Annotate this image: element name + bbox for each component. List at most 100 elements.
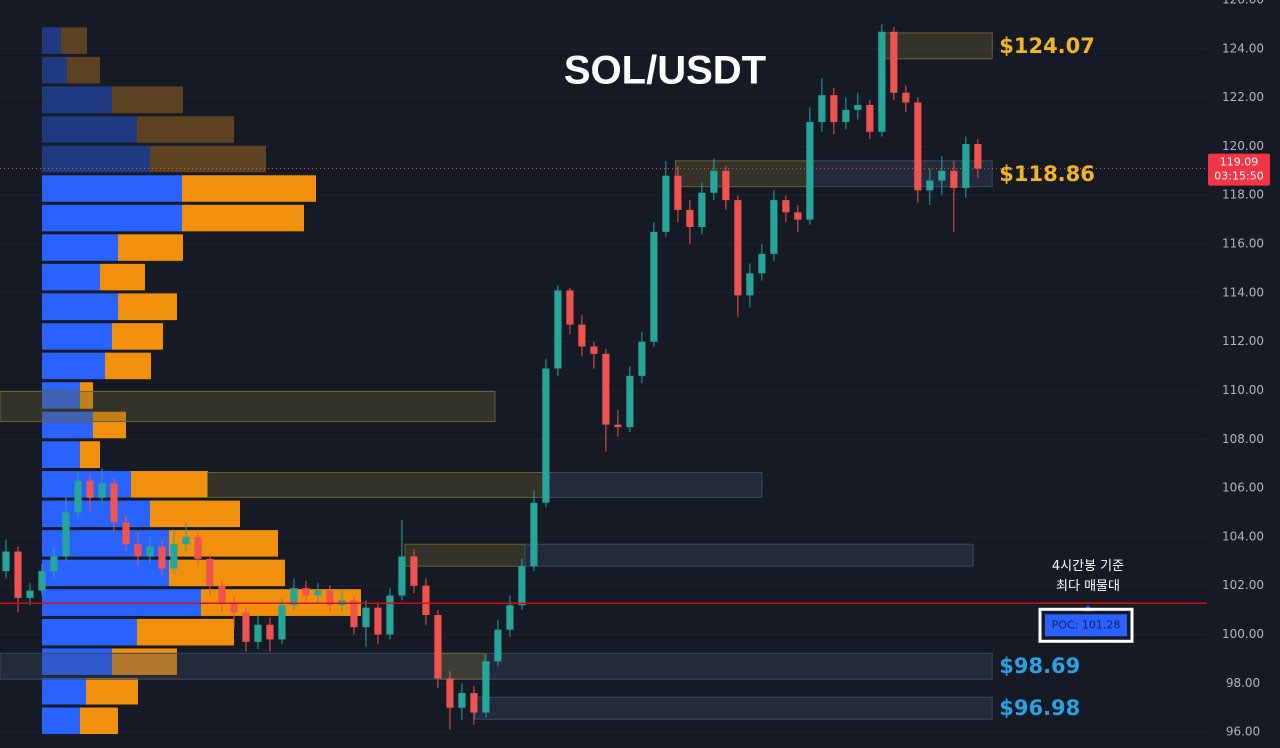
profile-buy	[42, 293, 118, 321]
zone	[474, 696, 993, 720]
zone-label: $118.86	[999, 162, 1095, 186]
profile-sell	[137, 618, 234, 646]
candle-body	[746, 273, 754, 296]
candle-body	[530, 502, 538, 567]
profile-buy	[42, 323, 112, 350]
chart-title: SOL/USDT	[564, 49, 766, 93]
zone-label: $98.69	[999, 654, 1080, 678]
candle-body	[590, 346, 598, 354]
candle-body	[638, 341, 646, 376]
profile-buy	[42, 145, 150, 173]
candle-body	[38, 571, 46, 591]
profile-buy	[42, 352, 105, 380]
candle-body	[818, 95, 826, 123]
profile-sell	[112, 323, 163, 350]
y-tick-label: 120.00	[1222, 139, 1264, 153]
candle-body	[770, 200, 778, 254]
candle-body	[830, 95, 838, 123]
y-tick-label: 98.00	[1226, 676, 1260, 690]
candle-body	[398, 556, 406, 596]
candle-body	[494, 629, 502, 662]
candle-body	[110, 483, 118, 523]
profile-buy	[42, 263, 100, 291]
profile-buy	[42, 116, 137, 143]
profile-sell	[150, 145, 266, 173]
candle-body	[350, 600, 358, 628]
profile-sell	[80, 382, 93, 409]
candle-body	[98, 483, 106, 498]
candle-body	[422, 585, 430, 615]
poc-box	[1045, 614, 1127, 637]
candle-body	[278, 605, 286, 640]
profile-buy	[42, 411, 93, 439]
profile-sell	[118, 234, 183, 261]
profile-buy	[42, 500, 150, 528]
candle-body	[650, 231, 658, 342]
candle-body	[482, 661, 490, 713]
y-tick-label: 102.00	[1222, 578, 1264, 592]
candle-body	[974, 143, 982, 169]
y-tick-label: 110.00	[1222, 383, 1264, 397]
poc-note: 4시간봉 기준	[1052, 559, 1124, 574]
profile-buy	[42, 677, 86, 705]
y-tick-label: 100.00	[1222, 627, 1264, 641]
candle-body	[410, 556, 418, 586]
candle-body	[782, 200, 790, 213]
y-tick-label: 126.00	[1222, 0, 1264, 7]
price-tag-countdown: 03:15:50	[1214, 170, 1263, 183]
price-tag	[1208, 153, 1270, 186]
candle-body	[662, 175, 670, 232]
profile-sell	[118, 293, 177, 321]
zone	[439, 652, 486, 680]
poc-label: POC: 101.28	[1052, 618, 1121, 631]
profile-sell	[131, 471, 208, 498]
candle-body	[626, 375, 634, 428]
zone	[883, 32, 993, 60]
profile-buy	[42, 382, 80, 409]
candle-body	[122, 522, 130, 545]
candle-body	[146, 546, 154, 557]
y-tick-label: 118.00	[1222, 188, 1264, 202]
profile-sell	[105, 352, 151, 380]
candle-body	[758, 253, 766, 274]
candle-body	[134, 544, 142, 557]
candle-body	[698, 192, 706, 227]
candle-body	[362, 607, 370, 628]
candle-body	[302, 588, 310, 596]
poc-note: 최다 매물대	[1056, 579, 1120, 594]
zone	[544, 471, 763, 498]
profile-sell	[182, 204, 304, 232]
poc-box-border	[1038, 607, 1134, 643]
candle-body	[314, 590, 322, 596]
profile-buy	[42, 441, 80, 469]
candle-body	[806, 122, 814, 220]
profile-sell	[112, 86, 183, 114]
zone	[404, 543, 526, 567]
candle-body	[710, 170, 718, 193]
profile-sell	[67, 56, 100, 84]
profile-sell	[169, 559, 285, 587]
profile-sell	[61, 27, 87, 54]
candle-body	[62, 512, 70, 557]
candle-body	[326, 590, 334, 606]
candle-body	[266, 624, 274, 640]
candle-body	[614, 424, 622, 428]
candle-body	[170, 544, 178, 569]
zone-label: $96.98	[999, 696, 1080, 720]
price-tag-value: 119.09	[1220, 156, 1259, 169]
profile-sell	[80, 707, 118, 735]
candle-body	[734, 200, 742, 296]
candle-body	[374, 607, 382, 635]
profile-sell	[100, 263, 145, 291]
profile-buy	[42, 175, 182, 202]
candle-body	[14, 551, 22, 598]
candle-body	[50, 556, 58, 572]
y-tick-label: 108.00	[1222, 432, 1264, 446]
candle-body	[554, 290, 562, 369]
profile-buy	[42, 234, 118, 261]
candle-body	[794, 212, 802, 220]
profile-sell	[182, 175, 316, 202]
zone	[524, 543, 974, 567]
candle-body	[26, 590, 34, 598]
candle-body	[926, 180, 934, 191]
